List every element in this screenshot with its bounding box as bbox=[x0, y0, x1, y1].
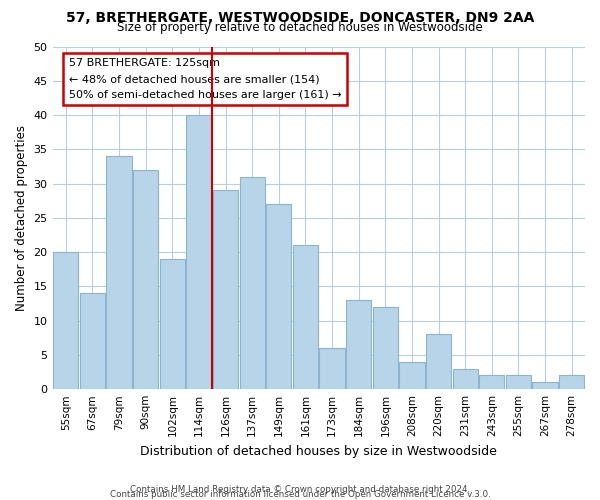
Text: 57, BRETHERGATE, WESTWOODSIDE, DONCASTER, DN9 2AA: 57, BRETHERGATE, WESTWOODSIDE, DONCASTER… bbox=[66, 12, 534, 26]
Bar bbox=[53, 252, 79, 389]
Bar bbox=[319, 348, 345, 389]
Bar bbox=[400, 362, 425, 389]
Bar bbox=[293, 246, 318, 389]
Bar bbox=[559, 376, 584, 389]
Bar bbox=[452, 368, 478, 389]
Bar bbox=[266, 204, 292, 389]
Bar bbox=[479, 376, 505, 389]
Bar bbox=[80, 293, 105, 389]
Text: Contains HM Land Registry data © Crown copyright and database right 2024.: Contains HM Land Registry data © Crown c… bbox=[130, 484, 470, 494]
Bar bbox=[506, 376, 531, 389]
Bar bbox=[426, 334, 451, 389]
Bar bbox=[373, 307, 398, 389]
Text: Contains public sector information licensed under the Open Government Licence v.: Contains public sector information licen… bbox=[110, 490, 490, 499]
Y-axis label: Number of detached properties: Number of detached properties bbox=[15, 125, 28, 311]
Bar bbox=[160, 259, 185, 389]
Bar bbox=[239, 176, 265, 389]
Text: 57 BRETHERGATE: 125sqm
← 48% of detached houses are smaller (154)
50% of semi-de: 57 BRETHERGATE: 125sqm ← 48% of detached… bbox=[68, 58, 341, 100]
Bar bbox=[187, 115, 212, 389]
Bar bbox=[346, 300, 371, 389]
Text: Size of property relative to detached houses in Westwoodside: Size of property relative to detached ho… bbox=[117, 22, 483, 35]
Bar bbox=[106, 156, 132, 389]
Bar bbox=[532, 382, 558, 389]
Bar bbox=[133, 170, 158, 389]
X-axis label: Distribution of detached houses by size in Westwoodside: Distribution of detached houses by size … bbox=[140, 444, 497, 458]
Bar bbox=[213, 190, 238, 389]
